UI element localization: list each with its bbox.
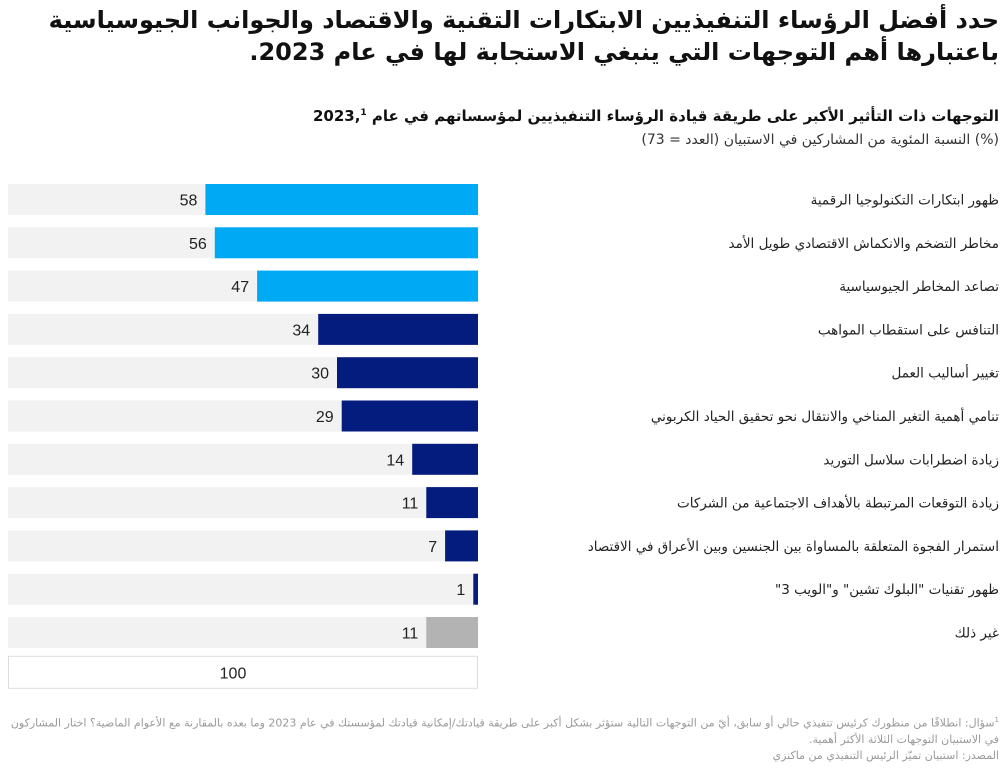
footnote-marker: 1 — [360, 108, 367, 118]
bar-track — [8, 443, 478, 475]
category-label: تصاعد المخاطر الجيوسياسية — [839, 279, 999, 295]
bar-value-label: 58 — [180, 193, 198, 210]
footnote-question-text: سؤال: انطلاقًا من منظورك كرئيس تنفيذي حا… — [10, 716, 999, 746]
category-label: زيادة اضطرابات سلاسل التوريد — [823, 452, 999, 468]
bar — [318, 313, 478, 345]
footnote: 1سؤال: انطلاقًا من منظورك كرئيس تنفيذي ح… — [9, 712, 999, 764]
bar — [412, 443, 478, 475]
category-label: مخاطر التضخم والانكماش الاقتصادي طويل ال… — [729, 235, 999, 252]
bar — [445, 530, 478, 562]
footnote-question: 1سؤال: انطلاقًا من منظورك كرئيس تنفيذي ح… — [9, 712, 999, 748]
footnote-question-mark: 1 — [994, 716, 999, 724]
bar-chart: 58 ظهور ابتكارات التكنولوجيا الرقمية 56 مخا… — [8, 184, 1000, 689]
bar-value-label: 47 — [231, 279, 249, 296]
category-label: استمرار الفجوة المتعلقة بالمساواة بين ال… — [588, 538, 999, 555]
bar — [214, 227, 479, 259]
bar — [205, 184, 478, 215]
bar-value-label: 7 — [428, 539, 437, 556]
footnote-source: المصدر: استبيان تميّز الرئيس التنفيذي من… — [772, 748, 1000, 762]
bar — [426, 487, 478, 519]
bar-value-label: 14 — [386, 452, 404, 469]
category-label: تنامي أهمية التغير المناخي والانتقال نحو… — [651, 407, 999, 425]
category-label: غير ذلك — [955, 626, 999, 642]
bar-value-label: 11 — [402, 496, 419, 513]
total-box — [8, 655, 478, 689]
chart-subtitle: التوجهات ذات التأثير الأكبر على طريقة قي… — [9, 103, 999, 126]
bar-value-label: 30 — [311, 366, 329, 383]
bar — [337, 357, 478, 389]
bar-track — [8, 573, 478, 605]
category-label: تغيير أساليب العمل — [892, 364, 1000, 382]
category-label: زيادة التوقعات المرتبطة بالأهداف الاجتما… — [677, 495, 999, 512]
bar-track — [8, 617, 478, 648]
bar — [473, 573, 478, 605]
bar-value-label: 56 — [189, 236, 207, 253]
bar-track — [8, 487, 478, 519]
chart-subtitle-text: التوجهات ذات التأثير الأكبر على طريقة قي… — [312, 107, 999, 125]
bar-value-label: 1 — [456, 582, 465, 599]
bar-value-label: 29 — [316, 409, 334, 426]
bar — [426, 617, 478, 648]
category-label: ظهور ابتكارات التكنولوجيا الرقمية — [811, 193, 999, 209]
unit-note: (%) النسبة المئوية من المشاركين في الاست… — [641, 132, 999, 148]
bar — [341, 400, 478, 432]
bar-value-label: 11 — [402, 626, 419, 643]
bar — [257, 270, 478, 302]
total-label: 100 — [220, 665, 247, 682]
category-label: ظهور تقنيات "البلوك تشين" و"الويب 3" — [775, 582, 999, 598]
page-title: حدد أفضل الرؤساء التنفيذيين الابتكارات ا… — [48, 6, 999, 66]
category-label: التنافس على استقطاب المواهب — [818, 322, 999, 338]
bar-track — [8, 530, 478, 562]
bar-value-label: 34 — [292, 322, 310, 339]
